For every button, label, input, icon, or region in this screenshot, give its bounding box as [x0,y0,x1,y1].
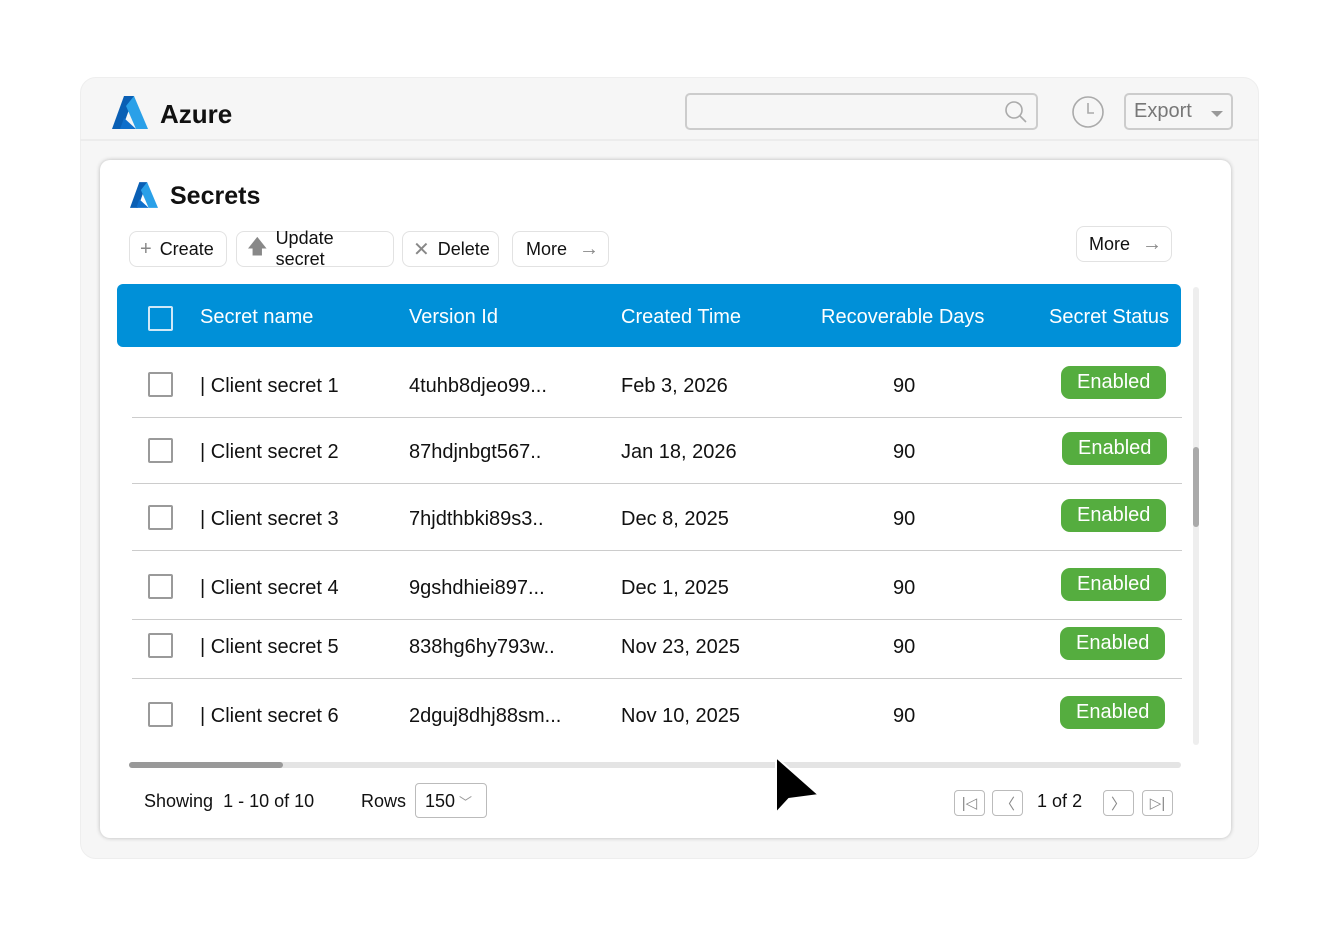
status-badge: Enabled [1061,499,1167,532]
caret-down-icon [1211,111,1223,117]
secret-name[interactable]: | Client secret 6 [200,705,339,727]
page-of: of [1052,791,1068,811]
export-label: Export [1134,100,1192,122]
created-time: Feb 3, 2026 [621,375,728,397]
secret-name[interactable]: | Client secret 5 [200,636,339,658]
col-secret-name[interactable]: Secret name [200,306,314,328]
status-badge: Enabled [1060,696,1166,729]
version-id: 9gshdhiei897... [409,577,545,599]
azure-logo-icon [130,182,158,208]
status-badge: Enabled [1062,432,1168,465]
mouse-cursor-icon [775,755,822,816]
secret-name[interactable]: | Client secret 4 [200,577,339,599]
delete-label: Delete [437,238,490,259]
update-secret-button[interactable]: 🡅 Update secret [236,228,394,269]
table-row[interactable]: | Client secret 5 838hg6hy793w.. Nov 23,… [132,613,1182,679]
version-id: 87hdjnbgt567.. [409,441,542,463]
recoverable-days: 90 [893,705,916,727]
secret-name[interactable]: | Client secret 3 [200,508,339,530]
last-page-button[interactable]: ▷| [1142,790,1173,816]
rows-value: 150 [425,791,456,811]
delete-button[interactable]: ✕ Delete [402,231,499,267]
version-id: 4tuhb8djeo99... [409,375,547,397]
create-label: Create [159,238,214,259]
col-secret-status[interactable]: Secret Status [1049,306,1170,328]
more-right-button[interactable]: More → [1076,226,1172,262]
search-input[interactable] [685,93,1038,130]
history-icon[interactable] [1071,95,1105,129]
recoverable-days: 90 [893,508,916,530]
export-dropdown[interactable]: Export [1124,93,1233,130]
more-label: More [526,238,568,259]
vertical-scrollbar[interactable] [1193,287,1199,745]
recoverable-days: 90 [893,636,916,658]
search-icon [1005,101,1027,123]
app-title: Azure [160,99,233,129]
row-checkbox[interactable] [148,505,173,530]
showing-text: Showing 1 - 10 of 10 [144,791,314,812]
secret-name[interactable]: | Client secret 2 [200,441,339,463]
more-right-label: More [1089,233,1131,254]
row-checkbox[interactable] [148,702,173,727]
page-total: 2 [1072,791,1083,811]
arrow-right-icon: → [1142,232,1163,255]
recoverable-days: 90 [893,441,916,463]
select-all-checkbox[interactable] [148,306,173,331]
header-divider [80,139,1259,141]
scrollbar-thumb[interactable] [1193,447,1199,527]
horizontal-scrollbar[interactable] [129,762,1181,768]
status-badge: Enabled [1061,366,1167,399]
page-title: Secrets [170,182,261,210]
secret-name[interactable]: | Client secret 1 [200,375,339,397]
recoverable-days: 90 [893,577,916,599]
table-row[interactable]: | Client secret 4 9gshdhiei897... Dec 1,… [132,554,1182,620]
showing-label: Showing [144,791,214,811]
create-button[interactable]: + Create [129,231,227,267]
row-checkbox[interactable] [148,438,173,463]
scrollbar-thumb[interactable] [129,762,283,768]
status-badge: Enabled [1060,627,1166,660]
status-badge: Enabled [1061,568,1167,601]
version-id: 7hjdthbki89s3.. [409,508,544,530]
chevron-down-icon: ﹀ [459,795,473,810]
secrets-panel [100,160,1231,838]
row-checkbox[interactable] [148,574,173,599]
page-indicator: 1 of 2 [1037,791,1082,812]
created-time: Dec 1, 2025 [621,577,729,599]
arrow-right-icon: → [579,237,600,260]
table-row[interactable]: | Client secret 1 4tuhb8djeo99... Feb 3,… [132,352,1182,418]
col-version-id[interactable]: Version Id [409,306,498,328]
more-button[interactable]: More → [512,231,609,267]
row-checkbox[interactable] [148,372,173,397]
table-row[interactable]: | Client secret 3 7hjdthbki89s3.. Dec 8,… [132,485,1182,551]
close-icon: ✕ [413,238,430,261]
table-header: Secret name Version Id Created Time Reco… [117,284,1181,347]
arrow-up-icon: 🡅 [247,236,268,258]
col-recoverable-days[interactable]: Recoverable Days [821,306,985,328]
plus-icon: + [140,237,152,260]
col-created-time[interactable]: Created Time [621,306,742,328]
azure-logo-icon [112,96,148,129]
update-label: Update secret [275,228,334,269]
table-row[interactable]: | Client secret 2 87hdjnbgt567.. Jan 18,… [132,418,1182,484]
prev-page-button[interactable]: 〈 [992,790,1023,816]
first-page-button[interactable]: |◁ [954,790,985,816]
rows-label: Rows [361,791,407,811]
next-page-button[interactable]: 〉 [1103,790,1134,816]
created-time: Nov 23, 2025 [621,636,740,658]
version-id: 838hg6hy793w.. [409,636,555,658]
showing-range: 1 - 10 of 10 [223,791,315,811]
table-row[interactable]: | Client secret 6 2dguj8dhj88sm... Nov 1… [132,682,1182,748]
created-time: Nov 10, 2025 [621,705,740,727]
version-id: 2dguj8dhj88sm... [409,705,562,727]
created-time: Dec 8, 2025 [621,508,729,530]
created-time: Jan 18, 2026 [621,441,737,463]
row-checkbox[interactable] [148,633,173,658]
page-current: 1 [1037,791,1048,811]
rows-select[interactable]: 150 ﹀ [415,783,487,818]
recoverable-days: 90 [893,375,916,397]
